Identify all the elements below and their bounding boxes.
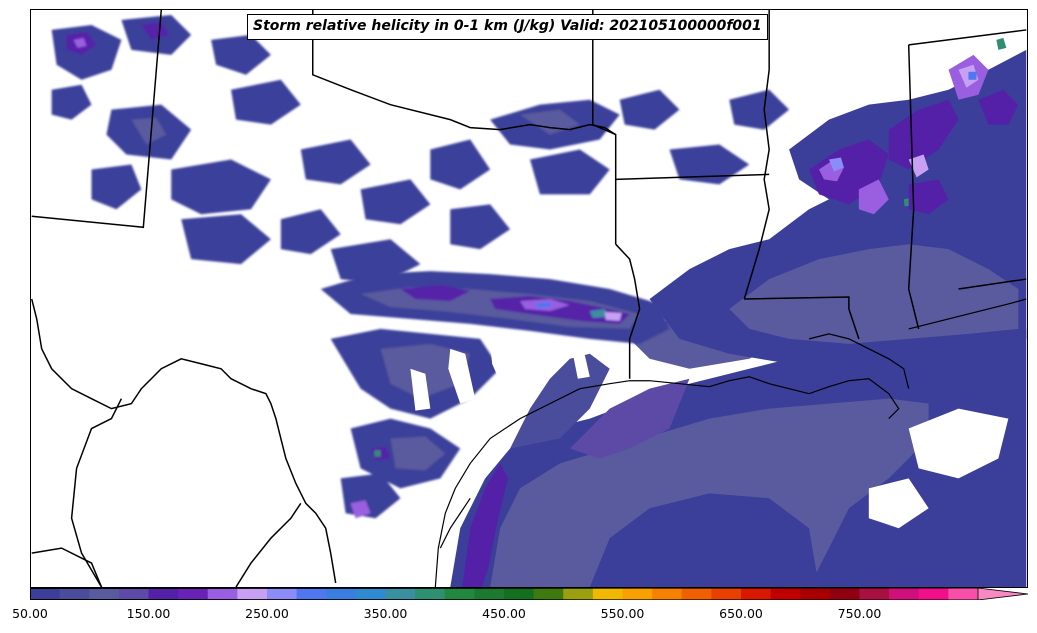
colorbar-tick-label: 50.00 xyxy=(12,606,48,621)
colorbar-swatch xyxy=(533,588,564,600)
colorbar-swatch xyxy=(681,588,712,600)
colorbar-swatch xyxy=(504,588,535,600)
map-title: Storm relative helicity in 0-1 km (J/kg)… xyxy=(247,14,768,40)
colorbar-swatch xyxy=(859,588,890,600)
colorbar-swatch xyxy=(800,588,831,600)
colorbar-swatch xyxy=(59,588,90,600)
colorbar-swatch xyxy=(622,588,653,600)
colorbar-swatch xyxy=(148,588,179,600)
colorbar-swatch xyxy=(385,588,416,600)
colorbar-tick-label: 150.00 xyxy=(126,606,171,621)
colorbar-swatch xyxy=(948,588,979,600)
colorbar-frame xyxy=(30,588,979,600)
colorbar-swatch xyxy=(918,588,949,600)
colorbar-swatch xyxy=(592,588,624,600)
colorbar-swatch xyxy=(355,588,387,600)
colorbar-swatch xyxy=(474,588,505,600)
helicity-field-east xyxy=(649,37,1027,364)
colorbar xyxy=(30,588,1030,600)
colorbar-swatch xyxy=(444,588,475,600)
colorbar-tick-label: 550.00 xyxy=(600,606,645,621)
colorbar-tick-label: 750.00 xyxy=(837,606,882,621)
colorbar-swatch xyxy=(207,588,238,600)
colorbar-swatch xyxy=(89,588,120,600)
colorbar-swatch xyxy=(889,588,920,600)
helicity-field-band xyxy=(320,271,670,519)
colorbar-swatch xyxy=(652,588,683,600)
state-boundaries xyxy=(31,10,1027,587)
colorbar-swatch xyxy=(326,588,357,600)
colorbar-swatch xyxy=(829,588,861,600)
colorbar-swatch xyxy=(296,588,327,600)
colorbar-tick-labels: 50.00 150.00 250.00 350.00 450.00 550.00 650.0… xyxy=(0,606,1037,626)
helicity-field-north xyxy=(51,14,790,285)
colorbar-extend-arrow xyxy=(977,588,1029,600)
colorbar-swatch xyxy=(711,588,742,600)
helicity-map xyxy=(31,10,1027,587)
colorbar-swatches xyxy=(30,588,1029,600)
colorbar-swatch xyxy=(30,588,61,600)
colorbar-tick-label: 350.00 xyxy=(363,606,408,621)
colorbar-swatch xyxy=(741,588,772,600)
colorbar-swatch xyxy=(237,588,268,600)
colorbar-tick-label: 650.00 xyxy=(719,606,763,621)
helicity-gaps xyxy=(410,338,1009,529)
colorbar-swatch xyxy=(770,588,801,600)
colorbar-tick-label: 250.00 xyxy=(245,606,289,621)
colorbar-swatch xyxy=(178,588,209,600)
coastline xyxy=(434,298,1027,587)
colorbar-swatch xyxy=(118,588,150,600)
map-panel xyxy=(30,9,1028,588)
colorbar-swatch xyxy=(563,588,594,600)
colorbar-swatch xyxy=(415,588,446,600)
colorbar-tick-label: 450.00 xyxy=(482,606,526,621)
colorbar-swatch xyxy=(267,588,298,600)
